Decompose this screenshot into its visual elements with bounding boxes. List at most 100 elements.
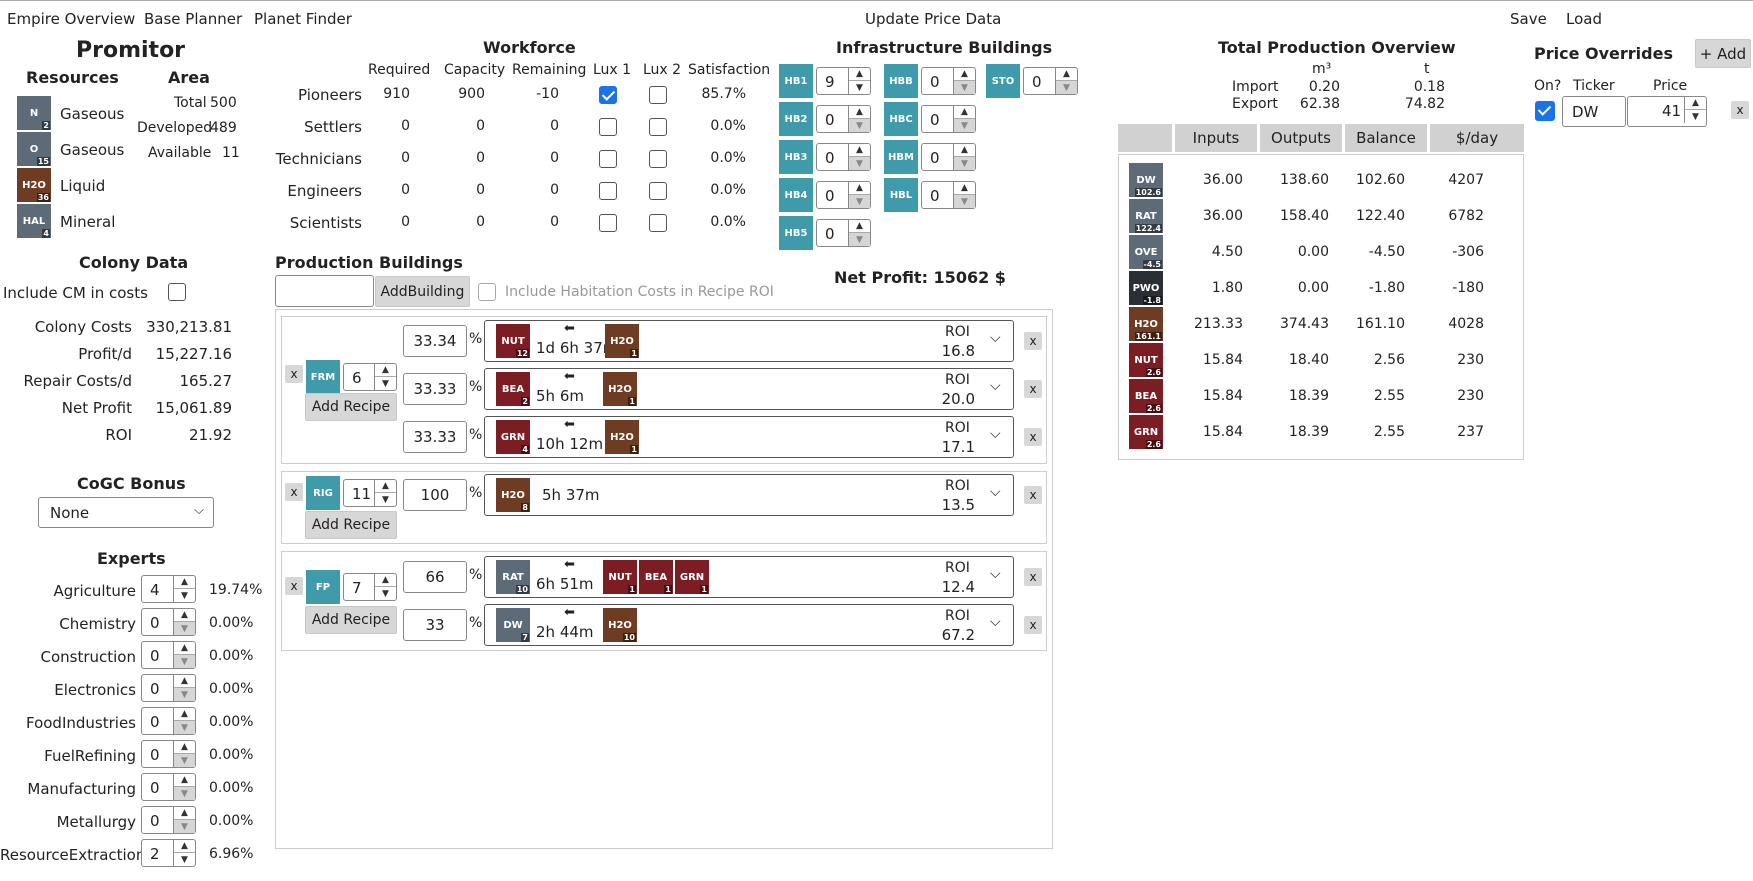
number-spinner[interactable]: 9 ▲ ▼: [816, 67, 871, 95]
number-spinner[interactable]: 6 ▲ ▼: [343, 363, 397, 391]
add-recipe-button[interactable]: Add Recipe: [305, 606, 397, 634]
recipe-percentage-input[interactable]: 33.33: [403, 421, 467, 453]
spinner-up-icon[interactable]: ▲: [1056, 68, 1077, 81]
spinner-down-icon[interactable]: ▼: [954, 157, 975, 170]
spinner-up-icon[interactable]: ▲: [174, 609, 195, 622]
lux1-checkbox[interactable]: [599, 214, 617, 232]
spinner-up-icon[interactable]: ▲: [375, 574, 396, 587]
cogc-select[interactable]: None ⌵: [38, 497, 214, 528]
spinner-up-icon[interactable]: ▲: [174, 774, 195, 787]
number-spinner[interactable]: 0 ▲ ▼: [816, 105, 871, 133]
number-spinner[interactable]: 0 ▲ ▼: [921, 67, 976, 95]
spinner-down-icon[interactable]: ▼: [382, 494, 389, 505]
number-spinner[interactable]: 0 ▲ ▼: [141, 773, 196, 801]
spinner-up-icon[interactable]: ▲: [174, 708, 195, 721]
remove-recipe-button[interactable]: x: [1024, 486, 1042, 504]
number-spinner[interactable]: 0 ▲ ▼: [141, 641, 196, 669]
number-spinner[interactable]: 0 ▲ ▼: [141, 806, 196, 834]
number-spinner[interactable]: 4 ▲ ▼: [141, 575, 196, 603]
add-recipe-button[interactable]: Add Recipe: [305, 393, 397, 421]
spinner-up-icon[interactable]: ▲: [954, 144, 975, 157]
number-spinner[interactable]: 0 ▲ ▼: [141, 740, 196, 768]
number-spinner[interactable]: 0 ▲ ▼: [921, 181, 976, 209]
number-spinner[interactable]: 0 ▲ ▼: [816, 181, 871, 209]
remove-building-button[interactable]: x: [285, 577, 303, 595]
override-on-checkbox[interactable]: [1535, 101, 1555, 121]
number-spinner[interactable]: 0 ▲ ▼: [141, 608, 196, 636]
spinner-down-icon[interactable]: ▼: [849, 233, 870, 246]
spinner-down-icon[interactable]: ▼: [382, 378, 389, 389]
spinner-down-icon[interactable]: ▼: [849, 119, 870, 132]
spinner-up-icon[interactable]: ▲: [174, 741, 195, 754]
spinner-down-icon[interactable]: ▼: [181, 590, 188, 601]
spinner-up-icon[interactable]: ▲: [954, 182, 975, 195]
lux2-checkbox[interactable]: [649, 150, 667, 168]
number-spinner[interactable]: 0 ▲ ▼: [816, 219, 871, 247]
spinner-down-icon[interactable]: ▼: [1056, 81, 1077, 94]
nav-base-planner[interactable]: Base Planner: [144, 10, 243, 28]
spinner-down-icon[interactable]: ▼: [174, 655, 195, 668]
nav-empire-overview[interactable]: Empire Overview: [7, 10, 136, 28]
spinner-up-icon[interactable]: ▲: [849, 144, 870, 157]
number-spinner[interactable]: 11 ▲ ▼: [343, 479, 397, 507]
remove-recipe-button[interactable]: x: [1024, 332, 1042, 350]
remove-recipe-button[interactable]: x: [1024, 428, 1042, 446]
number-spinner[interactable]: 0 ▲ ▼: [921, 105, 976, 133]
lux2-checkbox[interactable]: [649, 182, 667, 200]
recipe-select[interactable]: RAT 10 ⬅ 6h 51m NUT 1 BEA 1 GRN 1 ROI 12.4 ⌵: [484, 556, 1014, 598]
spinner-down-icon[interactable]: ▼: [954, 119, 975, 132]
remove-override-button[interactable]: x: [1731, 101, 1749, 119]
number-spinner[interactable]: 41 ▲ ▼: [1627, 96, 1707, 127]
spinner-down-icon[interactable]: ▼: [849, 157, 870, 170]
spinner-up-icon[interactable]: ▲: [1685, 97, 1706, 110]
number-spinner[interactable]: 0 ▲ ▼: [141, 707, 196, 735]
spinner-up-icon[interactable]: ▲: [375, 364, 396, 377]
lux2-checkbox[interactable]: [649, 214, 667, 232]
recipe-select[interactable]: DW 7 ⬅ 2h 44m H2O 10 ROI 67.2 ⌵: [484, 604, 1014, 646]
building-ticker-input[interactable]: [275, 275, 374, 307]
recipe-percentage-input[interactable]: 33: [403, 609, 467, 641]
add-recipe-button[interactable]: Add Recipe: [305, 511, 397, 539]
spinner-down-icon[interactable]: ▼: [174, 820, 195, 833]
spinner-up-icon[interactable]: ▲: [849, 220, 870, 233]
spinner-up-icon[interactable]: ▲: [954, 68, 975, 81]
spinner-down-icon[interactable]: ▼: [174, 622, 195, 635]
spinner-up-icon[interactable]: ▲: [375, 480, 396, 493]
lux1-checkbox[interactable]: [599, 118, 617, 136]
spinner-up-icon[interactable]: ▲: [849, 182, 870, 195]
number-spinner[interactable]: 0 ▲ ▼: [1023, 67, 1078, 95]
spinner-down-icon[interactable]: ▼: [174, 688, 195, 701]
lux1-checkbox[interactable]: [599, 86, 617, 104]
add-building-button[interactable]: AddBuilding: [375, 276, 470, 307]
spinner-down-icon[interactable]: ▼: [1692, 111, 1699, 122]
spinner-up-icon[interactable]: ▲: [174, 807, 195, 820]
spinner-down-icon[interactable]: ▼: [954, 81, 975, 94]
number-spinner[interactable]: 7 ▲ ▼: [343, 573, 397, 601]
load-button[interactable]: Load: [1566, 10, 1602, 28]
recipe-select[interactable]: NUT 12 ⬅ 1d 6h 37m H2O 1 ROI 16.8 ⌵: [484, 320, 1014, 362]
lux2-checkbox[interactable]: [649, 118, 667, 136]
recipe-select[interactable]: GRN 4 ⬅ 10h 12m H2O 1 ROI 17.1 ⌵: [484, 416, 1014, 458]
remove-recipe-button[interactable]: x: [1024, 568, 1042, 586]
spinner-up-icon[interactable]: ▲: [954, 106, 975, 119]
recipe-percentage-input[interactable]: 33.33: [403, 373, 467, 405]
remove-building-button[interactable]: x: [285, 483, 303, 501]
remove-recipe-button[interactable]: x: [1024, 380, 1042, 398]
remove-recipe-button[interactable]: x: [1024, 616, 1042, 634]
spinner-down-icon[interactable]: ▼: [382, 588, 389, 599]
spinner-down-icon[interactable]: ▼: [181, 854, 188, 865]
number-spinner[interactable]: 0 ▲ ▼: [921, 143, 976, 171]
spinner-up-icon[interactable]: ▲: [174, 642, 195, 655]
lux1-checkbox[interactable]: [599, 182, 617, 200]
update-price-data-button[interactable]: Update Price Data: [865, 10, 1002, 28]
lux2-checkbox[interactable]: [649, 86, 667, 104]
spinner-up-icon[interactable]: ▲: [174, 675, 195, 688]
spinner-down-icon[interactable]: ▼: [174, 754, 195, 767]
recipe-percentage-input[interactable]: 66: [403, 561, 467, 593]
spinner-down-icon[interactable]: ▼: [174, 721, 195, 734]
include-cm-checkbox[interactable]: [168, 283, 186, 301]
number-spinner[interactable]: 0 ▲ ▼: [141, 674, 196, 702]
nav-planet-finder[interactable]: Planet Finder: [254, 10, 352, 28]
number-spinner[interactable]: 2 ▲ ▼: [141, 839, 196, 867]
spinner-down-icon[interactable]: ▼: [174, 787, 195, 800]
